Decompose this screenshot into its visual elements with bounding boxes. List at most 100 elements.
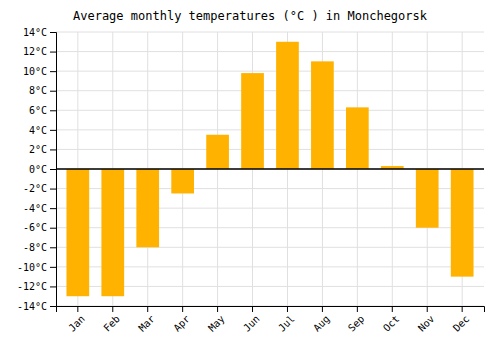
y-tick: -10°C xyxy=(17,262,56,273)
x-tick: Nov xyxy=(416,306,437,334)
x-tick: Sep xyxy=(346,306,367,334)
y-tick: 12°C xyxy=(23,46,56,57)
x-tick-label: Nov xyxy=(416,313,437,334)
x-tick-label: Jan xyxy=(66,313,87,334)
x-tick-label: Aug xyxy=(311,313,332,334)
x-tick: Apr xyxy=(171,306,192,334)
x-tick-label: Jun xyxy=(241,313,262,334)
x-tick-mark xyxy=(77,306,78,312)
y-tick: -6°C xyxy=(23,222,56,233)
zero-line xyxy=(56,168,484,170)
y-tick-mark xyxy=(50,169,56,170)
y-tick: 4°C xyxy=(29,125,56,136)
y-tick: -8°C xyxy=(23,242,56,253)
y-tick: 10°C xyxy=(23,66,56,77)
bar xyxy=(311,61,334,169)
y-tick-mark xyxy=(50,110,56,111)
x-tick-mark xyxy=(392,306,393,312)
y-tick-mark xyxy=(50,208,56,209)
y-tick: -12°C xyxy=(17,281,56,292)
title: Average monthly temperatures (°C ) in Mo… xyxy=(73,9,428,23)
y-tick-label: 4°C xyxy=(29,125,47,136)
y-tick-label: -14°C xyxy=(17,301,47,312)
x-tick-label: Sep xyxy=(346,313,367,334)
y-grid-line xyxy=(56,169,484,170)
x-tick: Aug xyxy=(311,306,332,334)
x-tick-label: Apr xyxy=(171,313,192,334)
x-tick-mark xyxy=(287,306,288,312)
bar xyxy=(206,135,229,169)
x-tick-mark xyxy=(147,306,148,312)
x-tick-mark xyxy=(462,306,463,312)
y-tick-mark xyxy=(50,306,56,307)
y-tick-mark xyxy=(50,189,56,190)
bar xyxy=(136,169,159,247)
y-tick: 6°C xyxy=(29,105,56,116)
y-tick-mark xyxy=(50,52,56,53)
y-tick-label: -10°C xyxy=(17,262,47,273)
y-grid-line xyxy=(56,32,484,33)
y-tick-label: 8°C xyxy=(29,85,47,96)
y-tick-label: -6°C xyxy=(23,222,47,233)
x-tick-label: Jul xyxy=(276,313,297,334)
y-tick-label: 10°C xyxy=(23,66,47,77)
x-tick-label: Mar xyxy=(136,313,157,334)
y-tick-mark xyxy=(50,247,56,248)
y-tick: -2°C xyxy=(23,183,56,194)
x-tick-mark xyxy=(252,306,253,312)
bar xyxy=(66,169,89,296)
x-tick-label: Dec xyxy=(451,313,472,334)
y-tick: -4°C xyxy=(23,203,56,214)
y-tick-mark xyxy=(50,286,56,287)
y-grid-line xyxy=(56,51,484,52)
y-tick-label: -12°C xyxy=(17,281,47,292)
x-tick-mark xyxy=(427,306,428,312)
x-tick-mark xyxy=(357,306,358,312)
x-tick: Jun xyxy=(241,306,262,334)
y-tick-mark xyxy=(50,71,56,72)
y-axis: -14°C -12°C -10°C -8°C -6°C -4°C -2°C 0°C 2°C 4°C… xyxy=(17,27,57,312)
y-tick-label: 6°C xyxy=(29,105,47,116)
y-grid-line xyxy=(56,149,484,150)
bar xyxy=(451,169,474,277)
grid xyxy=(56,32,484,306)
y-tick-label: 0°C xyxy=(29,164,47,175)
x-tick-mark xyxy=(112,306,113,312)
y-tick-mark xyxy=(50,267,56,268)
bar xyxy=(346,107,369,169)
y-tick: -14°C xyxy=(17,301,56,312)
bar xyxy=(276,42,299,169)
y-tick-label: 14°C xyxy=(23,27,47,38)
bar xyxy=(416,169,439,228)
y-tick: 8°C xyxy=(29,85,56,96)
y-tick-label: -4°C xyxy=(23,203,47,214)
y-tick-label: -8°C xyxy=(23,242,47,253)
x-tick-label: Feb xyxy=(101,313,122,334)
x-tick: Oct xyxy=(381,306,402,334)
plot: -14°C -12°C -10°C -8°C -6°C -4°C -2°C 0°C 2°C 4°C… xyxy=(17,27,485,334)
axis-line xyxy=(57,307,485,313)
y-tick: 0°C xyxy=(29,164,56,175)
x-tick: Mar xyxy=(136,306,157,334)
y-grid-line xyxy=(56,110,484,111)
y-grid-line xyxy=(56,129,484,130)
x-tick-mark xyxy=(217,306,218,312)
bar xyxy=(241,73,264,169)
y-tick-label: 2°C xyxy=(29,144,47,155)
x-tick: Feb xyxy=(101,306,122,334)
x-axis: Jan Feb Mar Apr May Jun Jul Aug Sep Oct Nov Dec xyxy=(57,306,485,334)
y-tick-mark xyxy=(50,228,56,229)
bar xyxy=(171,169,194,193)
chart: Average monthly temperatures (°C ) in Mo… xyxy=(0,0,500,350)
x-tick-mark xyxy=(182,306,183,312)
x-tick-label: May xyxy=(206,313,227,334)
y-grid-line xyxy=(56,90,484,91)
y-tick-mark xyxy=(50,91,56,92)
axis-line xyxy=(50,33,57,307)
y-tick: 2°C xyxy=(29,144,56,155)
y-tick-mark xyxy=(50,149,56,150)
y-tick-label: 12°C xyxy=(23,46,47,57)
y-tick: 14°C xyxy=(23,27,56,38)
y-tick-label: -2°C xyxy=(23,183,47,194)
x-tick-label: Oct xyxy=(381,313,402,334)
